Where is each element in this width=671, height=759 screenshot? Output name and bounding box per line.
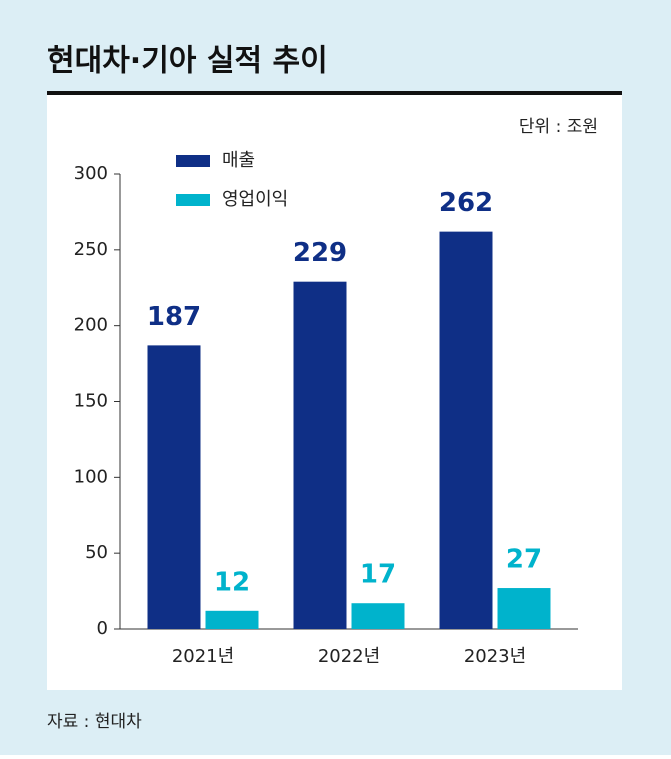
y-tick-label: 50 <box>85 542 108 563</box>
y-tick-label: 300 <box>74 163 108 184</box>
bar <box>293 281 347 629</box>
value-label: 27 <box>506 545 542 575</box>
legend-swatch <box>176 155 210 167</box>
bar <box>351 603 405 629</box>
value-label: 17 <box>360 560 396 590</box>
legend-swatch <box>176 194 210 206</box>
bar <box>205 610 259 629</box>
value-label: 187 <box>147 302 201 332</box>
value-label: 262 <box>439 188 493 218</box>
legend-label: 영업이익 <box>222 189 288 210</box>
y-tick-label: 150 <box>74 391 108 412</box>
bar <box>439 231 493 629</box>
chart-title: 현대차·기아 실적 추이 <box>47 44 328 79</box>
legend-label: 매출 <box>222 150 255 171</box>
source-note: 자료 : 현대차 <box>47 712 142 732</box>
y-tick-label: 100 <box>74 466 108 487</box>
x-tick-label: 2021년 <box>172 646 234 667</box>
y-tick-label: 250 <box>74 239 108 260</box>
value-label: 229 <box>293 238 347 268</box>
bar <box>147 345 201 629</box>
value-label: 12 <box>214 567 250 597</box>
y-tick-label: 0 <box>97 618 108 639</box>
x-tick-label: 2023년 <box>464 646 526 667</box>
x-tick-label: 2022년 <box>318 646 380 667</box>
bar <box>497 588 551 629</box>
unit-note: 단위 : 조원 <box>519 117 598 137</box>
title-rule <box>47 91 622 95</box>
y-tick-label: 200 <box>74 315 108 336</box>
